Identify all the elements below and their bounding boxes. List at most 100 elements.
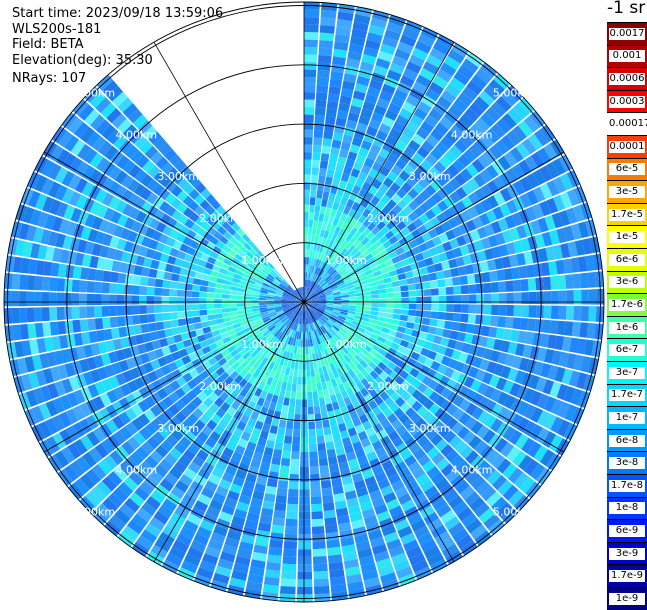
range-gate <box>271 456 281 465</box>
range-gate <box>154 305 162 313</box>
range-gate <box>491 282 499 293</box>
range-gate <box>325 525 338 534</box>
range-gate <box>306 347 309 355</box>
range-gate <box>229 295 237 299</box>
range-gate <box>315 107 326 115</box>
range-gate <box>222 289 230 294</box>
range-gate <box>252 297 260 300</box>
range-gate <box>147 296 155 304</box>
range-gate <box>298 369 302 377</box>
range-gate <box>300 347 303 355</box>
range-gate <box>117 284 125 294</box>
range-gate <box>27 291 35 306</box>
range-gate <box>277 427 285 436</box>
range-gate <box>386 308 394 313</box>
range-gate <box>564 321 573 336</box>
range-gate <box>87 306 95 318</box>
range-gate <box>297 377 302 385</box>
range-gate <box>80 267 89 280</box>
range-gate <box>467 274 476 284</box>
range-gate <box>312 391 318 399</box>
range-gate <box>308 407 314 415</box>
range-gate <box>162 280 170 288</box>
ring-label: 2.00km <box>199 380 241 393</box>
range-gate <box>315 421 322 429</box>
range-gate <box>316 428 324 436</box>
range-gate <box>511 267 520 279</box>
range-gate <box>364 303 372 307</box>
range-gate <box>461 285 469 294</box>
range-gate <box>481 326 490 337</box>
range-gate <box>445 313 453 321</box>
range-gate <box>57 307 65 320</box>
range-gate <box>154 296 162 304</box>
colorbar-cell: 1e-7 <box>607 406 647 429</box>
range-gate <box>222 308 230 313</box>
range-gate <box>323 502 335 511</box>
range-gate <box>407 316 415 323</box>
range-gate <box>573 306 581 321</box>
range-gate <box>310 474 320 482</box>
range-gate <box>579 322 588 338</box>
range-gate <box>324 517 337 526</box>
range-gate <box>328 193 336 202</box>
range-gate <box>314 571 329 579</box>
range-gate <box>408 284 416 291</box>
range-gate <box>282 556 296 564</box>
range-gate <box>314 122 324 130</box>
range-gate <box>327 449 336 458</box>
colorbar-label: 1.7e-6 <box>609 299 645 311</box>
range-gate <box>290 391 296 399</box>
colorbar-label: 0.0006 <box>609 73 645 85</box>
range-gate <box>286 519 298 527</box>
range-gate <box>312 228 317 236</box>
ring-label: 1.00km <box>241 338 283 351</box>
range-gate <box>79 280 87 292</box>
range-gate <box>170 281 178 289</box>
range-gate <box>42 322 51 336</box>
range-gate <box>557 321 566 335</box>
range-gate <box>431 304 439 311</box>
range-gate <box>320 206 326 214</box>
range-gate <box>179 326 188 334</box>
colorbar-cell: 3e-9 <box>607 542 647 565</box>
range-gate <box>215 288 223 293</box>
range-gate <box>325 177 333 186</box>
range-gate <box>404 328 413 336</box>
range-gate <box>315 205 321 213</box>
range-gate <box>314 130 324 138</box>
range-gate <box>431 288 439 295</box>
range-gate <box>132 295 140 304</box>
range-gate <box>451 322 460 331</box>
range-gate <box>320 161 328 170</box>
range-gate <box>283 443 292 451</box>
range-gate <box>50 322 59 336</box>
range-gate <box>304 197 310 205</box>
range-gate <box>273 449 282 458</box>
range-gate <box>309 437 317 445</box>
range-gate <box>27 275 36 290</box>
range-gate <box>304 77 316 85</box>
range-gate <box>310 190 316 198</box>
range-gate <box>315 100 326 108</box>
range-gate <box>278 480 289 489</box>
range-gate <box>64 279 72 292</box>
range-gate <box>320 405 327 413</box>
range-gate <box>169 312 177 320</box>
range-gate <box>444 321 453 330</box>
range-gate <box>334 302 342 304</box>
range-gate <box>310 369 315 377</box>
range-gate <box>321 199 328 207</box>
range-gate <box>312 534 325 542</box>
range-gate <box>304 212 309 220</box>
ring-label: 4.00km <box>451 128 493 141</box>
colorbar-label: 3e-5 <box>609 186 645 198</box>
range-gate <box>291 384 296 392</box>
range-gate <box>393 286 401 292</box>
range-gate <box>428 273 437 281</box>
range-gate <box>313 399 319 407</box>
range-gate <box>526 265 535 278</box>
range-gate <box>317 383 323 391</box>
nrays-label: NRays: 107 <box>12 71 86 87</box>
range-gate <box>229 290 237 295</box>
